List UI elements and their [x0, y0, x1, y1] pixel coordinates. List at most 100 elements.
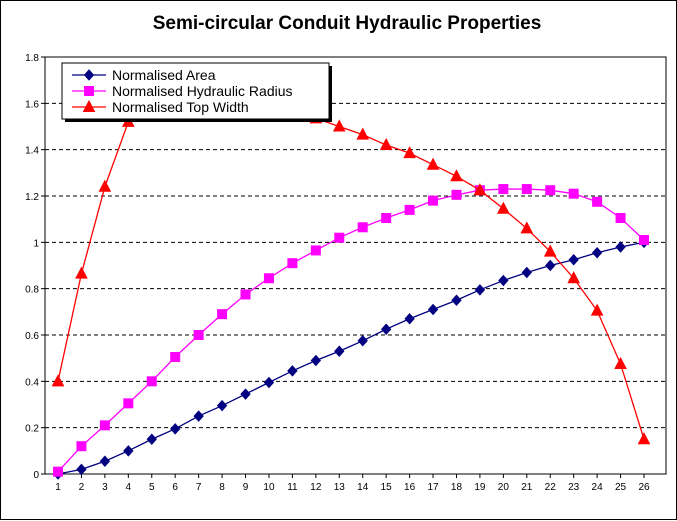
y-tick-label: 0.2 [25, 424, 39, 435]
data-point-triangle [53, 375, 64, 386]
legend-label: Normalised Top Width [112, 99, 249, 115]
data-point-diamond [452, 295, 461, 305]
data-point-diamond [382, 324, 391, 334]
x-tick-label: 13 [334, 482, 346, 493]
x-tick-label: 15 [381, 482, 393, 493]
x-tick-label: 24 [592, 482, 604, 493]
data-point-diamond [429, 305, 438, 315]
data-point-square [499, 185, 508, 194]
data-point-diamond [100, 456, 109, 466]
y-tick-label: 0.8 [25, 285, 39, 296]
data-point-triangle [381, 139, 392, 150]
data-point-diamond [569, 255, 578, 265]
data-point-square [522, 185, 531, 194]
x-tick-label: 7 [196, 482, 202, 493]
grid-layer [45, 103, 666, 427]
data-point-square [171, 353, 180, 362]
x-tick-label: 26 [638, 482, 650, 493]
chart-title: Semi-circular Conduit Hydraulic Properti… [153, 13, 542, 34]
legend-label: Normalised Area [112, 67, 216, 83]
data-point-triangle [521, 222, 532, 233]
data-point-diamond [335, 346, 344, 356]
data-point-diamond [218, 401, 227, 411]
x-tick-label: 20 [498, 482, 510, 493]
data-point-triangle [451, 170, 462, 181]
x-tick-label: 6 [172, 482, 178, 493]
x-tick-label: 14 [357, 482, 369, 493]
data-point-square [54, 467, 63, 476]
x-tick-label: 10 [263, 482, 275, 493]
data-point-diamond [124, 446, 133, 456]
series-normalised-hydraulic-radius [54, 185, 649, 477]
data-point-square [194, 331, 203, 340]
data-point-square [546, 186, 555, 195]
data-point-square [569, 189, 578, 198]
x-tick-label: 11 [287, 482, 298, 493]
data-point-diamond [499, 276, 508, 286]
data-point-square [264, 274, 273, 283]
data-point-diamond [77, 464, 86, 474]
y-tick-label: 0.4 [25, 377, 39, 388]
data-point-diamond [171, 424, 180, 434]
series-normalised-area [54, 237, 649, 479]
data-point-square [288, 259, 297, 268]
y-tick-label: 1.4 [25, 146, 39, 157]
data-point-diamond [194, 411, 203, 421]
data-point-triangle [615, 358, 626, 369]
series-line [58, 189, 644, 472]
data-point-diamond [616, 242, 625, 252]
y-tick-label: 1.2 [25, 192, 39, 203]
data-point-square [124, 399, 133, 408]
data-point-triangle [76, 268, 87, 279]
data-point-square [241, 290, 250, 299]
data-point-triangle [498, 203, 509, 214]
x-tick-label: 9 [243, 482, 249, 493]
x-tick-label: 19 [474, 482, 486, 493]
series-layer [53, 93, 650, 479]
y-tick-label: 1.8 [25, 53, 39, 64]
x-tick-label: 1 [55, 482, 61, 493]
x-tick-label: 21 [521, 482, 533, 493]
data-point-square [640, 236, 649, 245]
x-tick-label: 23 [568, 482, 580, 493]
data-point-diamond [475, 285, 484, 295]
series-line [58, 242, 644, 474]
data-point-square [358, 223, 367, 232]
data-point-triangle [428, 159, 439, 170]
data-point-square [405, 205, 414, 214]
data-point-triangle [99, 181, 110, 192]
data-point-square [335, 233, 344, 242]
x-tick-label: 4 [126, 482, 132, 493]
x-tick-label: 3 [102, 482, 108, 493]
data-point-square [429, 196, 438, 205]
data-point-square [382, 214, 391, 223]
x-tick-label: 22 [545, 482, 557, 493]
data-point-square [218, 310, 227, 319]
data-point-square [311, 246, 320, 255]
data-point-square [100, 421, 109, 430]
data-point-diamond [358, 336, 367, 346]
data-point-diamond [264, 377, 273, 387]
x-tick-label: 16 [404, 482, 416, 493]
data-point-diamond [147, 434, 156, 444]
data-point-square [616, 214, 625, 223]
data-point-square [77, 442, 86, 451]
y-tick-label: 0.6 [25, 331, 39, 342]
y-tick-label: 0 [33, 470, 39, 481]
x-tick-label: 25 [615, 482, 627, 493]
x-tick-label: 18 [451, 482, 463, 493]
data-point-diamond [405, 314, 414, 324]
x-tick-label: 8 [219, 482, 225, 493]
legend-label: Normalised Hydraulic Radius [112, 83, 293, 99]
x-tick-label: 5 [149, 482, 155, 493]
data-point-square [85, 87, 94, 96]
data-point-diamond [522, 267, 531, 277]
data-point-triangle [639, 433, 650, 444]
data-point-diamond [593, 248, 602, 258]
x-tick-label: 2 [79, 482, 85, 493]
data-point-diamond [311, 355, 320, 365]
data-point-square [452, 190, 461, 199]
